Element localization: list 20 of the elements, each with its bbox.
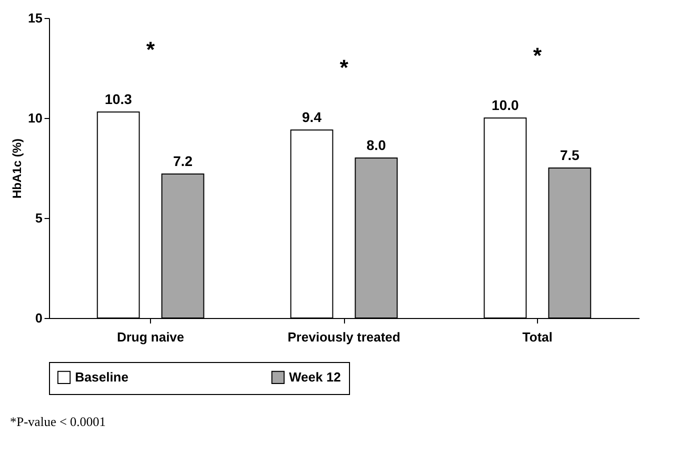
annotation: * [533, 43, 542, 68]
y-tick-label: 5 [35, 210, 42, 226]
x-tick-label: Previously treated [288, 330, 400, 344]
y-axis-title: HbA1c (%) [10, 138, 24, 199]
legend-label: Baseline [75, 369, 128, 384]
legend-label: Week 12 [289, 369, 341, 384]
data-label: 9.4 [302, 109, 322, 125]
y-tick-label: 10 [28, 110, 42, 126]
annotation: * [146, 37, 156, 62]
data-label: 7.5 [560, 147, 580, 163]
data-label: 8.0 [366, 137, 386, 153]
data-label: 10.0 [492, 97, 520, 113]
y-tick-label: 0 [35, 310, 42, 326]
y-tick-label: 15 [28, 10, 42, 26]
data-label: 10.3 [104, 91, 132, 107]
x-tick-label: Drug naive [116, 330, 184, 344]
annotation: * [340, 55, 349, 80]
x-tick-label: Total [522, 330, 552, 344]
text: *P-value < 0.0001 [10, 414, 107, 430]
data-label: 7.2 [173, 153, 193, 169]
